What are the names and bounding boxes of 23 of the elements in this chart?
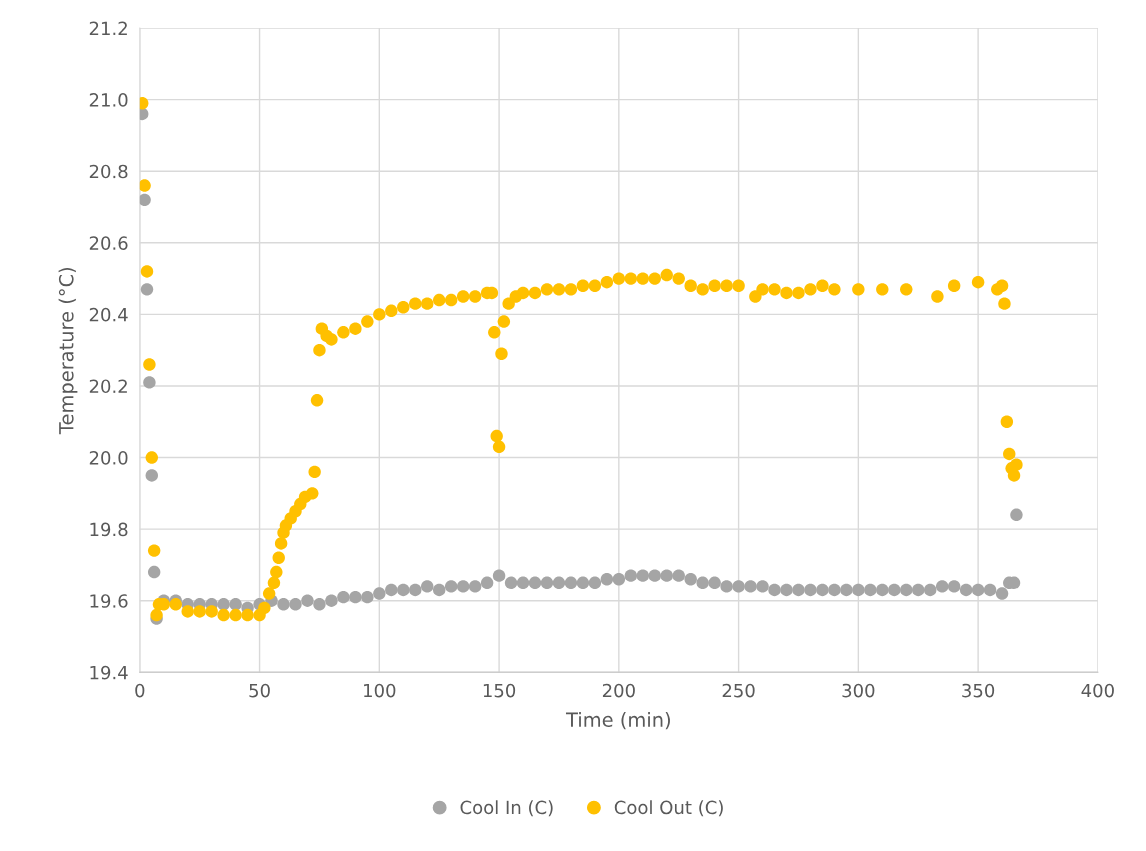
y-tick-label: 20.6 — [89, 236, 128, 250]
x-tick-label: 100 — [364, 683, 396, 698]
x-tick-label: 250 — [722, 683, 755, 698]
legend-label: Cool In (C) — [460, 800, 553, 817]
x-tick-label: 350 — [962, 683, 995, 698]
legend-label: Cool Out (C) — [614, 800, 723, 817]
y-tick-label: 21.2 — [89, 21, 127, 35]
x-tick-label: 50 — [249, 683, 270, 698]
y-tick-label: 19.6 — [90, 594, 128, 608]
x-tick-label: 400 — [1081, 683, 1114, 698]
y-tick-label: 19.8 — [90, 522, 128, 537]
x-tick-label: 300 — [842, 683, 875, 698]
y-tick-label: 20.2 — [89, 379, 127, 394]
y-tick-label: 20.8 — [89, 164, 128, 179]
x-tick-label: 150 — [483, 683, 516, 698]
x-tick-label: 0 — [135, 683, 145, 698]
x-axis-title: Time (min) — [565, 711, 670, 730]
y-tick-label: 20.0 — [89, 451, 128, 465]
y-tick-label: 20.4 — [89, 307, 128, 322]
y-tick-label: 21.0 — [89, 93, 128, 107]
x-tick-label: 200 — [602, 683, 635, 698]
y-axis-title: Temperature (°C) — [58, 267, 78, 435]
y-tick-label: 19.4 — [90, 665, 128, 680]
